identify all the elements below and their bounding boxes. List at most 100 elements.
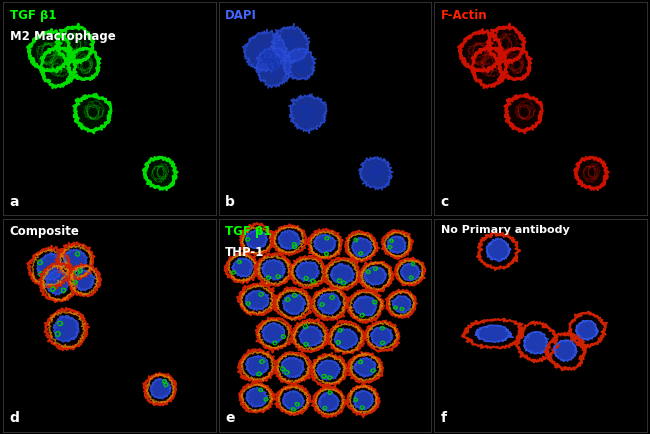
Polygon shape (239, 382, 274, 412)
Polygon shape (238, 349, 277, 383)
Text: e: e (225, 411, 235, 425)
Polygon shape (143, 157, 177, 190)
Polygon shape (45, 308, 89, 350)
Polygon shape (274, 287, 311, 320)
Polygon shape (224, 252, 259, 283)
Polygon shape (289, 94, 327, 134)
Text: THP-1: THP-1 (225, 247, 265, 260)
Polygon shape (291, 319, 329, 353)
Polygon shape (278, 230, 301, 250)
Polygon shape (311, 386, 346, 418)
Polygon shape (245, 290, 269, 311)
Polygon shape (352, 237, 372, 257)
Polygon shape (270, 23, 310, 64)
Polygon shape (143, 373, 176, 405)
Text: b: b (225, 195, 235, 209)
Polygon shape (55, 242, 94, 279)
Polygon shape (53, 315, 79, 342)
Polygon shape (575, 320, 599, 340)
Polygon shape (45, 270, 70, 296)
Polygon shape (345, 230, 379, 262)
Polygon shape (391, 296, 411, 313)
Polygon shape (289, 256, 327, 289)
Polygon shape (254, 253, 292, 286)
Polygon shape (358, 157, 393, 190)
Polygon shape (333, 328, 358, 349)
Text: a: a (10, 195, 19, 209)
Polygon shape (370, 326, 393, 347)
Polygon shape (270, 224, 307, 255)
Polygon shape (330, 263, 355, 284)
Polygon shape (246, 387, 268, 407)
Polygon shape (282, 48, 316, 80)
Polygon shape (63, 249, 88, 273)
Polygon shape (255, 46, 292, 88)
Polygon shape (67, 48, 100, 80)
Polygon shape (245, 230, 268, 249)
Polygon shape (68, 263, 101, 296)
Polygon shape (387, 236, 406, 253)
Polygon shape (523, 331, 549, 354)
Polygon shape (150, 378, 171, 399)
Polygon shape (363, 266, 387, 286)
Polygon shape (27, 30, 72, 72)
Polygon shape (471, 47, 508, 88)
Polygon shape (261, 322, 285, 343)
Polygon shape (231, 258, 254, 277)
Polygon shape (499, 48, 532, 80)
Text: M2 Macrophage: M2 Macrophage (10, 30, 115, 43)
Polygon shape (273, 352, 313, 385)
Polygon shape (237, 283, 276, 315)
Text: TGF β1: TGF β1 (225, 225, 272, 238)
Polygon shape (37, 253, 64, 281)
Text: d: d (10, 411, 20, 425)
Polygon shape (504, 94, 543, 133)
Polygon shape (458, 30, 502, 72)
Polygon shape (39, 261, 77, 302)
Polygon shape (353, 390, 374, 410)
Polygon shape (261, 260, 286, 280)
Polygon shape (486, 24, 525, 64)
Polygon shape (346, 290, 384, 323)
Polygon shape (73, 94, 111, 133)
Polygon shape (348, 352, 383, 383)
Polygon shape (74, 270, 95, 291)
Polygon shape (282, 390, 304, 410)
Polygon shape (364, 321, 400, 352)
Polygon shape (274, 384, 311, 415)
Polygon shape (40, 47, 76, 88)
Text: F-Actin: F-Actin (441, 9, 488, 22)
Polygon shape (354, 357, 376, 378)
Polygon shape (27, 246, 72, 289)
Polygon shape (346, 384, 380, 417)
Text: DAPI: DAPI (225, 9, 257, 22)
Polygon shape (475, 325, 514, 342)
Polygon shape (255, 318, 294, 352)
Polygon shape (554, 340, 577, 362)
Polygon shape (486, 238, 511, 262)
Text: TGF β1: TGF β1 (10, 9, 56, 22)
Polygon shape (317, 293, 341, 314)
Polygon shape (306, 229, 343, 259)
Polygon shape (242, 29, 287, 72)
Polygon shape (327, 320, 366, 354)
Polygon shape (240, 223, 275, 256)
Polygon shape (298, 326, 323, 347)
Text: c: c (441, 195, 449, 209)
Polygon shape (313, 234, 336, 253)
Polygon shape (382, 230, 413, 259)
Polygon shape (55, 24, 94, 64)
Polygon shape (283, 293, 306, 315)
Polygon shape (295, 261, 320, 282)
Polygon shape (574, 157, 608, 190)
Polygon shape (310, 353, 348, 387)
Polygon shape (353, 296, 377, 316)
Polygon shape (317, 360, 341, 380)
Polygon shape (318, 392, 339, 411)
Polygon shape (395, 258, 426, 286)
Polygon shape (323, 257, 361, 291)
Polygon shape (311, 287, 348, 320)
Polygon shape (385, 289, 417, 318)
Polygon shape (281, 357, 305, 378)
Text: Composite: Composite (10, 225, 79, 238)
